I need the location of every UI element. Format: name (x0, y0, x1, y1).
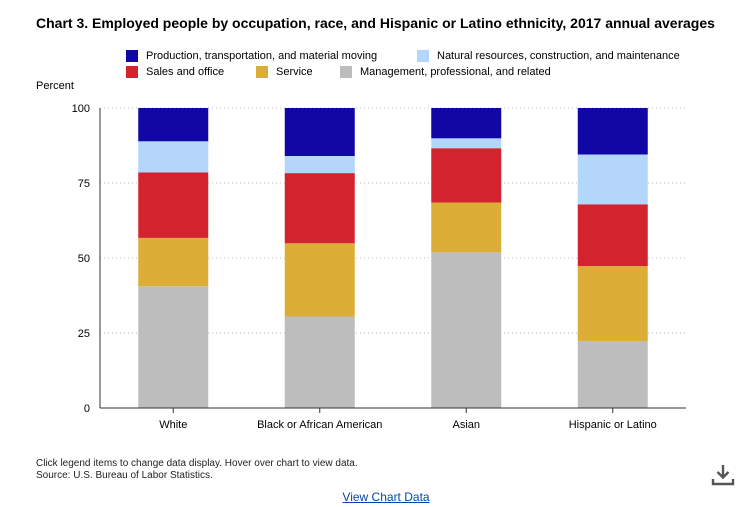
legend-item-sales-office[interactable]: Sales and office (126, 66, 224, 78)
legend-item-production[interactable]: Production, transportation, and material… (126, 50, 377, 62)
chart-title: Chart 3. Employed people by occupation, … (36, 15, 715, 31)
y-tick-label: 0 (84, 403, 90, 415)
stacked-bar-chart: Percent 0 25 50 75 100 White Black or African … (36, 80, 686, 431)
bar-segment-white-series-1[interactable] (138, 237, 209, 287)
y-tick-label: 25 (78, 328, 90, 340)
bar-segment-white-series-4[interactable] (138, 108, 209, 142)
bar-segment-asian-series-3[interactable] (431, 138, 502, 149)
x-tick-label: Black or African American (257, 419, 382, 431)
view-chart-data: View Chart Data (0, 490, 750, 504)
bar-segment-asian-series-0[interactable] (431, 252, 502, 408)
axes: 0 25 50 75 100 White Black or African American… (72, 103, 686, 431)
bar-segment-hispanic-or-latino-series-3[interactable] (577, 154, 648, 205)
legend-label-natural-resources: Natural resources, construction, and mai… (437, 50, 680, 62)
y-tick-label: 75 (78, 178, 90, 190)
bar-segment-asian-series-2[interactable] (431, 148, 502, 203)
y-tick-label: 50 (78, 253, 90, 265)
bar-segment-white-series-2[interactable] (138, 172, 209, 238)
x-tick-label: Asian (452, 419, 480, 431)
bar-segment-hispanic-or-latino-series-4[interactable] (577, 108, 648, 155)
chart-notes: Click legend items to change data displa… (36, 458, 358, 482)
chart-instruction: Click legend items to change data displa… (36, 458, 358, 469)
chart-legend: Production, transportation, and material… (126, 50, 726, 84)
bar-segment-black-or-african-american-series-1[interactable] (284, 243, 355, 317)
legend-label-production: Production, transportation, and material… (146, 50, 378, 62)
legend-label-service: Service (276, 66, 313, 78)
bars (138, 108, 648, 408)
legend-label-sales-office: Sales and office (146, 66, 225, 78)
bar-segment-black-or-african-american-series-3[interactable] (284, 156, 355, 174)
x-tick-label: Hispanic or Latino (569, 419, 657, 431)
bar-segment-asian-series-1[interactable] (431, 202, 502, 253)
bar-segment-hispanic-or-latino-series-2[interactable] (577, 204, 648, 267)
bar-segment-white-series-3[interactable] (138, 141, 209, 173)
bar-segment-black-or-african-american-series-2[interactable] (284, 173, 355, 244)
legend-item-management[interactable]: Management, professional, and related (340, 66, 551, 78)
chart-source: Source: U.S. Bureau of Labor Statistics. (36, 470, 213, 481)
legend-swatch-sales-office (126, 66, 138, 78)
download-icon[interactable] (710, 462, 736, 488)
legend-item-service[interactable]: Service (256, 66, 313, 78)
y-axis-label: Percent (36, 80, 74, 92)
bar-segment-hispanic-or-latino-series-1[interactable] (577, 266, 648, 342)
y-tick-label: 100 (72, 103, 90, 115)
bar-segment-white-series-0[interactable] (138, 286, 209, 408)
bar-segment-black-or-african-american-series-0[interactable] (284, 316, 355, 409)
legend-swatch-natural-resources (417, 50, 429, 62)
bar-segment-asian-series-4[interactable] (431, 108, 502, 139)
x-tick-label: White (159, 419, 187, 431)
legend-label-management: Management, professional, and related (360, 66, 551, 78)
legend-swatch-management (340, 66, 352, 78)
view-chart-data-link[interactable]: View Chart Data (342, 490, 430, 504)
legend-swatch-production (126, 50, 138, 62)
bar-segment-hispanic-or-latino-series-0[interactable] (577, 341, 648, 408)
legend-swatch-service (256, 66, 268, 78)
bar-segment-black-or-african-american-series-4[interactable] (284, 108, 355, 156)
legend-item-natural-resources[interactable]: Natural resources, construction, and mai… (417, 50, 680, 62)
